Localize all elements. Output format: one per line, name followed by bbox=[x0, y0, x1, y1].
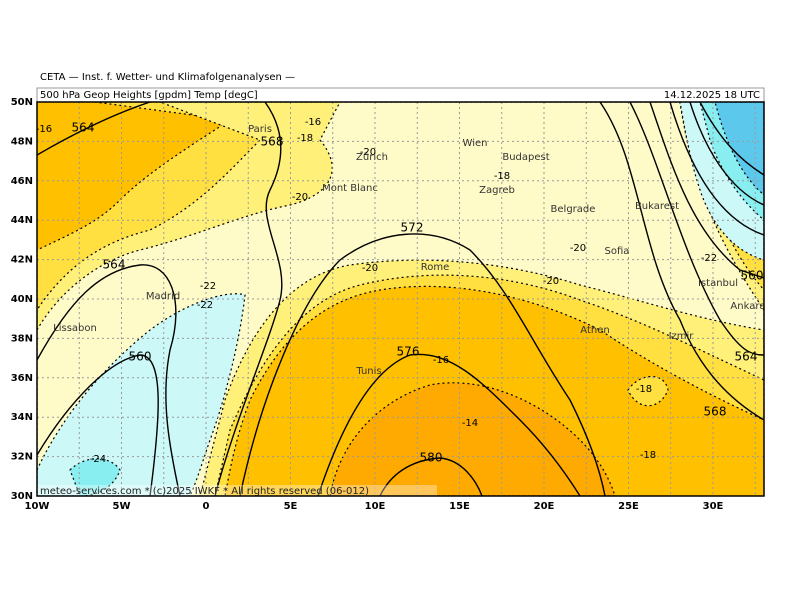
temp-label: -18 bbox=[297, 133, 313, 144]
temp-label: -16 bbox=[36, 124, 52, 135]
height-label: 564 bbox=[72, 121, 95, 135]
lon-label: 20E bbox=[534, 501, 555, 512]
lon-label: 5E bbox=[284, 501, 298, 512]
city-label: Izmir bbox=[669, 331, 695, 342]
temp-label: -18 bbox=[494, 171, 510, 182]
city-label: Bukarest bbox=[635, 201, 679, 212]
city-label: Madrid bbox=[146, 291, 180, 302]
contour bbox=[599, 102, 764, 421]
contour bbox=[379, 457, 483, 496]
lon-label: 25E bbox=[618, 501, 639, 512]
height-label: 568 bbox=[704, 405, 727, 419]
city-label: Sofia bbox=[605, 246, 630, 257]
city-label: Tunis bbox=[355, 366, 381, 377]
contour bbox=[239, 233, 606, 496]
temp-label: -20 bbox=[543, 276, 559, 287]
contour bbox=[37, 102, 151, 156]
band-cyan bbox=[69, 458, 121, 496]
height-label: 580 bbox=[420, 451, 443, 465]
map-area: meteo-services.com * (c)2025 IWKF * All … bbox=[36, 102, 765, 497]
temp-label: -20 bbox=[362, 263, 378, 274]
lat-label: 40N bbox=[11, 294, 33, 305]
city-label: Wien bbox=[463, 138, 488, 149]
temp-label: -20 bbox=[292, 192, 308, 203]
contour bbox=[37, 354, 159, 496]
header-title: 500 hPa Geop Heights [gpdm] Temp [degC] bbox=[40, 90, 258, 101]
city-label: Paris bbox=[248, 124, 272, 135]
temp-label: -14 bbox=[462, 418, 478, 429]
height-label: 560 bbox=[741, 269, 764, 283]
height-label: 568 bbox=[261, 135, 284, 149]
city-label: Istanbul bbox=[698, 278, 738, 289]
city-label: Zagreb bbox=[479, 185, 515, 196]
contour bbox=[629, 102, 764, 356]
height-label: 576 bbox=[397, 345, 420, 359]
height-label: 572 bbox=[401, 221, 424, 235]
temp-label: -16 bbox=[433, 355, 449, 366]
city-label: Mont Blanc bbox=[322, 183, 378, 194]
contour bbox=[689, 102, 764, 206]
band-light-cyan bbox=[37, 293, 246, 496]
height-label: 560 bbox=[129, 350, 152, 364]
lon-label: 0 bbox=[203, 501, 210, 512]
contour bbox=[699, 102, 764, 176]
footer-strip bbox=[37, 485, 437, 496]
lat-label: 50N bbox=[11, 97, 33, 108]
lon-label: 10W bbox=[25, 501, 50, 512]
temp-label: -22 bbox=[197, 300, 213, 311]
city-label: Lissabon bbox=[53, 323, 97, 334]
temp-label: -16 bbox=[305, 117, 321, 128]
contour bbox=[37, 264, 181, 496]
temp-label: -22 bbox=[200, 281, 216, 292]
map-frame bbox=[36, 101, 765, 497]
temp-label: -18 bbox=[636, 384, 652, 395]
temp-label: -18 bbox=[640, 450, 656, 461]
lon-label: 30E bbox=[703, 501, 724, 512]
lat-label: 42N bbox=[11, 255, 33, 266]
lon-label: 5W bbox=[113, 501, 131, 512]
city-label: Ankara bbox=[730, 301, 765, 312]
city-label: Budapest bbox=[502, 152, 549, 163]
header-org: CETA — Inst. f. Wetter- und Klimafolgena… bbox=[40, 72, 295, 83]
lat-label: 34N bbox=[11, 412, 33, 423]
contour bbox=[669, 102, 764, 236]
lat-label: 32N bbox=[11, 452, 33, 463]
contour bbox=[317, 353, 581, 496]
city-label: Athen bbox=[580, 325, 609, 336]
height-label: 564 bbox=[735, 350, 758, 364]
lon-label: 15E bbox=[449, 501, 470, 512]
footer: meteo-services.com * (c)2025 IWKF * All … bbox=[40, 486, 369, 497]
temp-label: -24 bbox=[90, 454, 106, 465]
lat-label: 46N bbox=[11, 176, 33, 187]
lat-label: 48N bbox=[11, 136, 33, 147]
lat-label: 30N bbox=[11, 491, 33, 502]
temp-label: -20 bbox=[570, 243, 586, 254]
city-label: Belgrade bbox=[551, 204, 596, 215]
city-label: Zürich bbox=[356, 152, 388, 163]
band-yellow bbox=[627, 376, 669, 407]
contour bbox=[649, 102, 764, 279]
lat-label: 36N bbox=[11, 373, 33, 384]
header-time: 14.12.2025 18 UTC bbox=[664, 90, 760, 101]
temp-label: -20 bbox=[360, 147, 376, 158]
height-label: 564 bbox=[103, 258, 126, 272]
temp-label: -22 bbox=[701, 253, 717, 264]
labels: Paris Zürich Mont Blanc Wien Budapest Zagreb B… bbox=[36, 117, 765, 465]
lat-label: 38N bbox=[11, 333, 33, 344]
city-label: Rome bbox=[421, 262, 450, 273]
lat-label: 44N bbox=[11, 215, 33, 226]
contour bbox=[214, 102, 283, 496]
lon-label: 10E bbox=[365, 501, 386, 512]
